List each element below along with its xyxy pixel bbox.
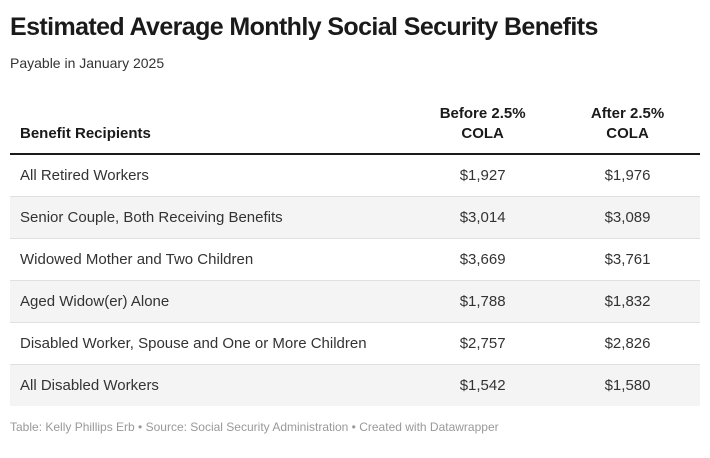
- column-header-before-cola: Before 2.5% COLA: [410, 96, 556, 155]
- attribution-footer: Table: Kelly Phillips Erb • Source: Soci…: [10, 420, 499, 434]
- recipient-cell: Aged Widow(er) Alone: [10, 279, 411, 322]
- before-cola-cell: $1,542: [410, 363, 556, 406]
- after-cola-cell: $2,826: [555, 321, 700, 364]
- recipient-cell: Disabled Worker, Spouse and One or More …: [10, 321, 411, 364]
- column-header-after-cola: After 2.5% COLA: [555, 96, 700, 155]
- recipient-cell: All Retired Workers: [10, 153, 411, 196]
- recipient-cell: Widowed Mother and Two Children: [10, 237, 411, 280]
- after-cola-cell: $1,832: [555, 279, 700, 322]
- after-cola-cell: $3,089: [555, 195, 700, 238]
- before-cola-cell: $2,757: [410, 321, 556, 364]
- after-cola-cell: $1,580: [555, 363, 700, 406]
- table-row: All Disabled Workers $1,542 $1,580: [10, 363, 700, 406]
- page-title: Estimated Average Monthly Social Securit…: [10, 13, 598, 41]
- before-cola-cell: $3,014: [410, 195, 556, 238]
- table-header-row: Benefit Recipients Before 2.5% COLA Afte…: [10, 96, 700, 155]
- page-subtitle: Payable in January 2025: [10, 55, 165, 71]
- after-cola-cell: $1,976: [555, 153, 700, 196]
- table-row: Disabled Worker, Spouse and One or More …: [10, 321, 700, 364]
- after-cola-cell: $3,761: [555, 237, 700, 280]
- before-cola-cell: $3,669: [410, 237, 556, 280]
- table-row: Widowed Mother and Two Children $3,669 $…: [10, 237, 700, 280]
- recipient-cell: Senior Couple, Both Receiving Benefits: [10, 195, 411, 238]
- table-row: All Retired Workers $1,927 $1,976: [10, 153, 700, 196]
- table-row: Senior Couple, Both Receiving Benefits $…: [10, 195, 700, 238]
- column-header-benefit-recipients: Benefit Recipients: [10, 96, 411, 155]
- before-cola-cell: $1,788: [410, 279, 556, 322]
- before-cola-cell: $1,927: [410, 153, 556, 196]
- benefits-table: Benefit Recipients Before 2.5% COLA Afte…: [10, 96, 700, 406]
- table-row: Aged Widow(er) Alone $1,788 $1,832: [10, 279, 700, 322]
- recipient-cell: All Disabled Workers: [10, 363, 411, 406]
